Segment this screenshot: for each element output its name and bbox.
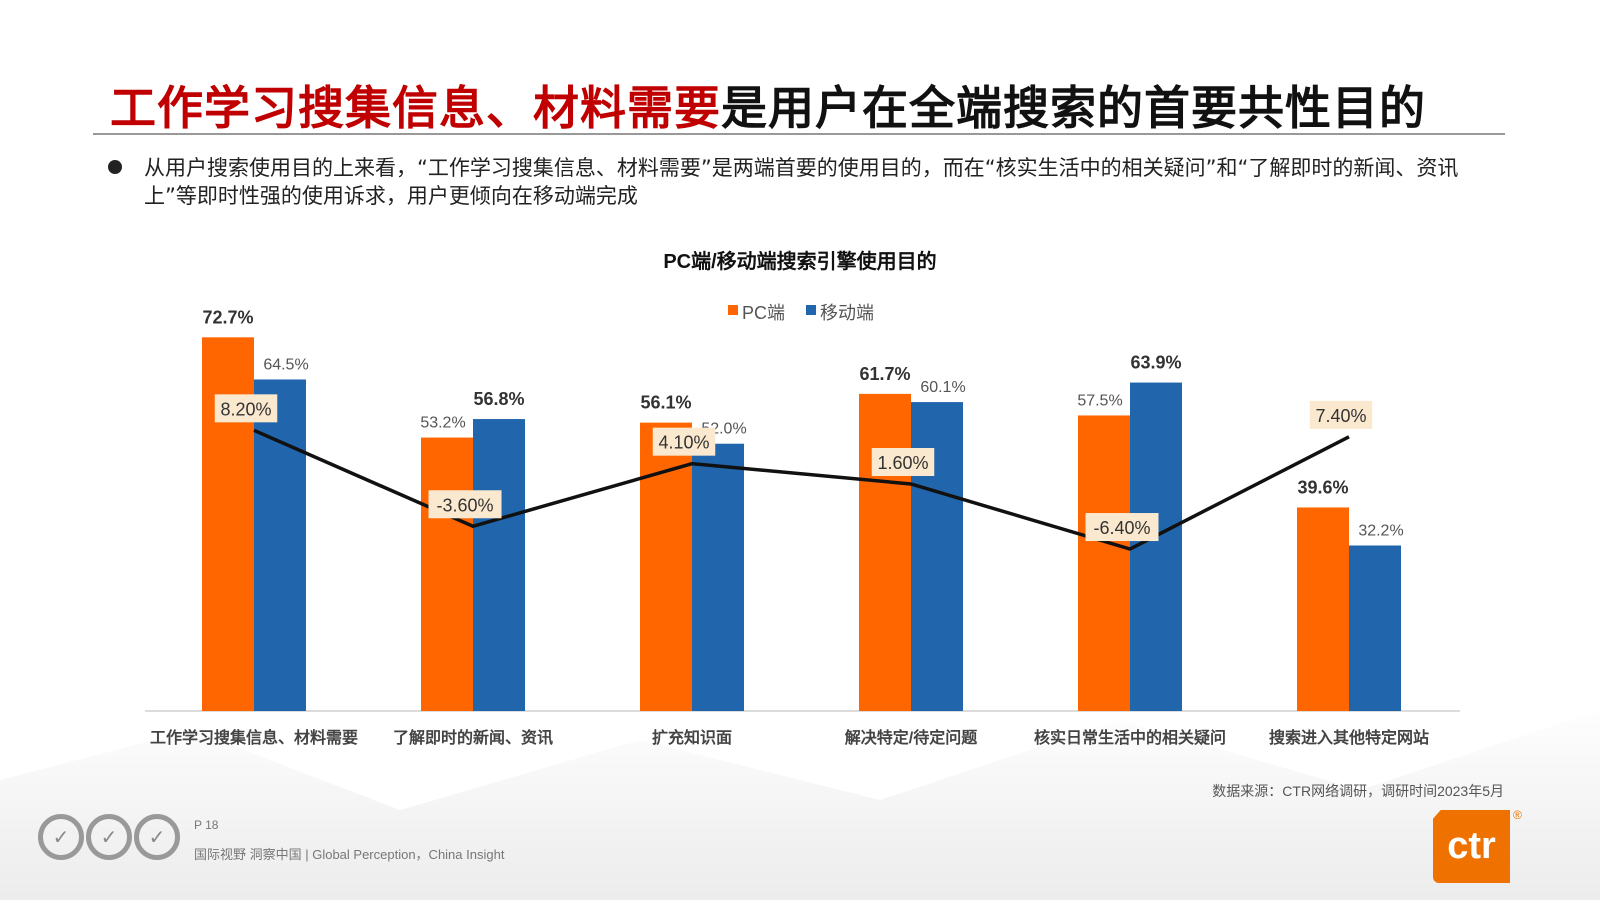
- line-label-box: [1085, 513, 1159, 542]
- bar-value-label: 53.2%: [420, 415, 465, 432]
- bar-value-label: 32.2%: [1358, 522, 1403, 539]
- bar-value-label: 61.7%: [859, 364, 910, 384]
- line-value-label: 4.10%: [658, 433, 709, 453]
- line-label-box: [1309, 400, 1373, 429]
- page-number: P 18: [194, 818, 219, 832]
- mobile-bar: [692, 443, 744, 711]
- pc-bar: [421, 437, 473, 711]
- category-label: 核实日常生活中的相关疑问: [1034, 728, 1226, 747]
- pc-bar: [859, 393, 911, 711]
- line-label-box: [428, 490, 502, 519]
- title-highlight: 工作学习搜集信息、材料需要: [110, 81, 721, 135]
- line-value-label: 8.20%: [220, 399, 271, 419]
- bar-value-label: 64.5%: [263, 356, 308, 373]
- bar-value-label: 56.1%: [640, 393, 691, 413]
- difference-line: [253, 428, 1350, 551]
- legend-swatch: [728, 305, 738, 315]
- legend-label: PC端: [742, 303, 785, 323]
- certification-seals: ✓ ✓ ✓: [38, 814, 180, 860]
- bar-value-label: 57.5%: [1077, 392, 1122, 409]
- category-label: 解决特定/待定问题: [845, 728, 978, 747]
- mobile-bar: [254, 379, 306, 711]
- line-label-box: [652, 427, 716, 456]
- title-rest: 是用户在全端搜索的首要共性目的: [721, 81, 1426, 135]
- bar-value-label: 60.1%: [920, 379, 965, 396]
- title-divider: [93, 133, 1505, 135]
- ctr-logo: ctr: [1433, 810, 1510, 883]
- seal-icon: ✓: [86, 814, 132, 860]
- line-value-label: -3.60%: [436, 495, 493, 515]
- seal-icon: ✓: [38, 814, 84, 860]
- registered-icon: ®: [1513, 808, 1522, 822]
- pc-bar: [202, 337, 254, 711]
- slogan: 国际视野 洞察中国 | Global Perception，China Insi…: [194, 847, 505, 862]
- line-value-label: -6.40%: [1093, 518, 1150, 538]
- category-label: 工作学习搜集信息、材料需要: [150, 728, 358, 747]
- line-value-label: 1.60%: [877, 453, 928, 473]
- seal-icon: ✓: [134, 814, 180, 860]
- line-value-label: 7.40%: [1315, 406, 1366, 426]
- chart-title: PC端/移动端搜索引擎使用目的: [663, 249, 936, 273]
- category-label: 扩充知识面: [652, 728, 732, 747]
- mobile-bar: [1130, 382, 1182, 711]
- bar-value-label: 56.8%: [473, 389, 524, 409]
- data-source: 数据来源：CTR网络调研，调研时间2023年5月: [1212, 783, 1504, 799]
- mobile-bar: [473, 419, 525, 711]
- description: 从用户搜索使用目的上来看，“工作学习搜集信息、材料需要”是两端首要的使用目的，而…: [144, 156, 1459, 208]
- bar-value-label: 72.7%: [202, 307, 253, 327]
- bullet-icon: [108, 160, 122, 174]
- page-title: 工作学习搜集信息、材料需要是用户在全端搜索的首要共性目的: [110, 72, 1426, 138]
- pc-bar: [1297, 507, 1349, 711]
- line-label-box: [871, 447, 935, 476]
- mobile-bar: [1349, 545, 1401, 711]
- legend-swatch: [806, 305, 816, 315]
- legend-label: 移动端: [820, 303, 874, 323]
- bar-value-label: 39.6%: [1297, 477, 1348, 497]
- line-label-box: [214, 394, 278, 423]
- bar-value-label: 63.9%: [1130, 353, 1181, 373]
- pc-bar: [1078, 415, 1130, 711]
- category-label: 搜索进入其他特定网站: [1269, 728, 1429, 747]
- category-label: 了解即时的新闻、资讯: [393, 728, 553, 747]
